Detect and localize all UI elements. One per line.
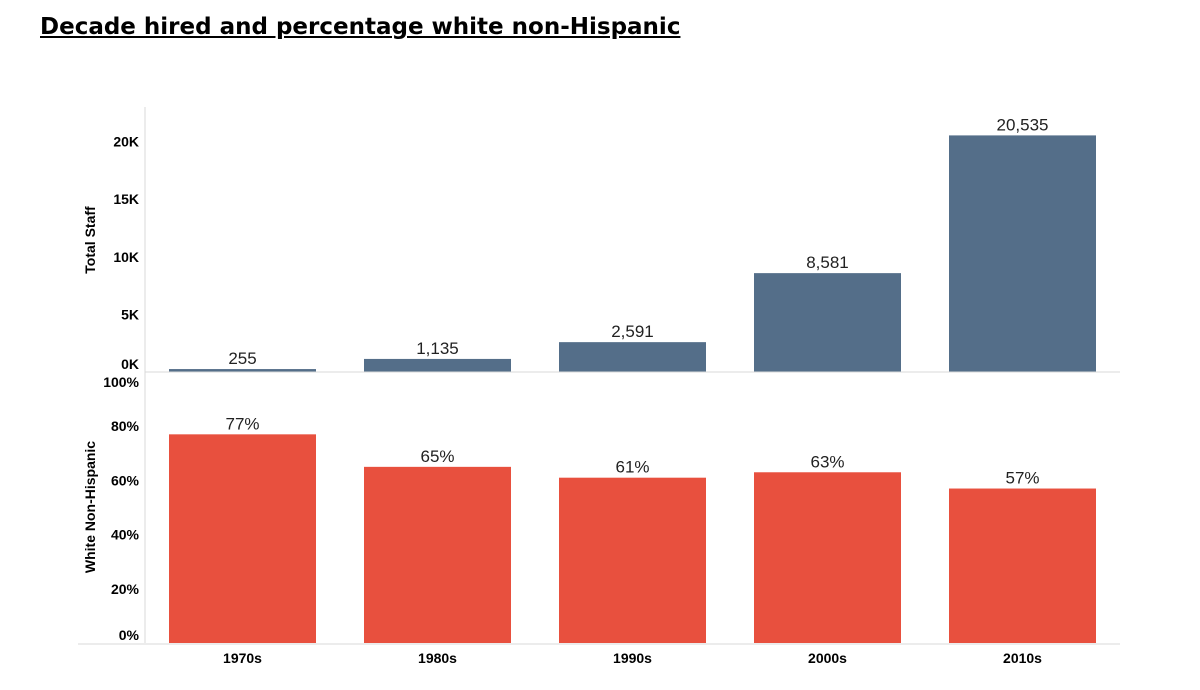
white-non-hispanic-data-label: 61% [615, 458, 649, 477]
white-non-hispanic-data-label: 57% [1005, 469, 1039, 488]
total-staff-bar [559, 342, 706, 372]
total-staff-y-axis-title: Total Staff [82, 206, 98, 274]
white-non-hispanic-y-tick-label: 40% [111, 527, 140, 543]
white-non-hispanic-panel: 0% 20% 40% 60% 80% 100% White Non-Hispanic 77% 6… [82, 372, 1096, 643]
x-tick-label: 1990s [613, 650, 652, 666]
white-non-hispanic-data-label: 65% [420, 447, 454, 466]
total-staff-y-tick-label: 10K [113, 249, 139, 265]
white-non-hispanic-y-axis-title: White Non-Hispanic [82, 441, 98, 573]
white-non-hispanic-y-tick-label: 60% [111, 472, 140, 488]
white-non-hispanic-bar [559, 477, 706, 643]
white-non-hispanic-bar [949, 488, 1096, 643]
white-non-hispanic-data-label: 63% [810, 452, 844, 471]
decade-axis: 1970s 1980s 1990s 2000s 2010s [78, 643, 1120, 666]
white-non-hispanic-data-label: 77% [225, 414, 259, 433]
x-tick-label: 1970s [223, 650, 262, 666]
total-staff-y-tick-label: 15K [113, 191, 139, 207]
white-non-hispanic-bar [364, 466, 511, 643]
total-staff-bar [169, 369, 316, 372]
chart-title: Decade hired and percentage white non-Hi… [40, 14, 681, 40]
total-staff-y-tick-label: 5K [121, 306, 139, 322]
total-staff-y-tick-label: 0K [121, 356, 139, 372]
x-tick-label: 2000s [808, 650, 847, 666]
total-staff-panel: 0K 5K 10K 15K 20K Total Staff 255 1,135 2,591 8,5… [82, 107, 1120, 373]
total-staff-bar [754, 273, 901, 372]
white-non-hispanic-y-tick-label: 80% [111, 418, 140, 434]
total-staff-data-label: 20,535 [997, 115, 1049, 134]
total-staff-data-label: 1,135 [416, 339, 459, 358]
white-non-hispanic-bar [169, 434, 316, 643]
total-staff-bar [364, 358, 511, 372]
white-non-hispanic-y-tick-label: 0% [119, 627, 140, 643]
white-non-hispanic-y-tick-label: 100% [103, 374, 139, 390]
x-tick-label: 1980s [418, 650, 457, 666]
total-staff-bar [949, 135, 1096, 372]
white-non-hispanic-bar [754, 472, 901, 643]
x-tick-label: 2010s [1003, 650, 1042, 666]
total-staff-data-label: 8,581 [806, 253, 849, 272]
total-staff-data-label: 255 [228, 349, 256, 368]
total-staff-y-tick-label: 20K [113, 134, 139, 150]
total-staff-data-label: 2,591 [611, 322, 654, 341]
white-non-hispanic-y-tick-label: 20% [111, 581, 140, 597]
